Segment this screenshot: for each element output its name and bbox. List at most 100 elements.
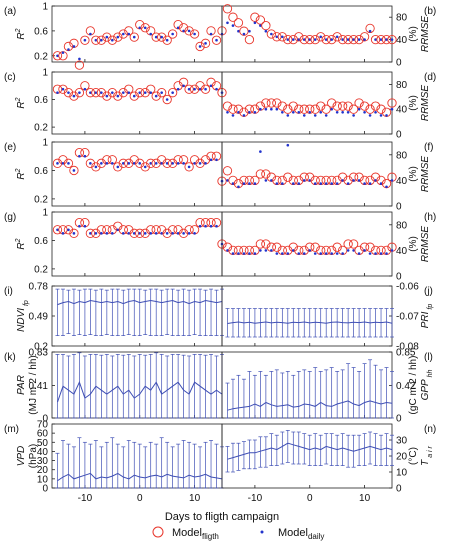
panel-1-right-flight-point-21 <box>337 101 348 111</box>
panel-label-n: (n) <box>424 424 436 435</box>
panel-1-left-flight-point-8 <box>96 88 107 98</box>
panel-0-right-daily-point-9 <box>275 35 279 39</box>
panel-0-left-daily-point-14 <box>132 35 136 39</box>
panel-6-left-ylabel: VPD <box>16 446 27 467</box>
panel-0-left-daily-point-27 <box>204 42 207 45</box>
panel-2-left-daily-point-27 <box>204 162 207 165</box>
panel-2-left-daily-point-0 <box>56 162 59 165</box>
panel-2-left-daily-point-26 <box>198 162 202 165</box>
panel-2-right-daily-point-14 <box>302 179 306 182</box>
panel-3-left-daily-point-4 <box>78 224 81 228</box>
left-xtick-label-1: 0 <box>137 493 143 504</box>
panel-1-left-daily-point-9 <box>105 94 109 98</box>
panel-1-left-flight-point-9 <box>102 91 112 101</box>
panel-6-left-ytick-label-4: 40 <box>37 447 49 458</box>
panel-2-right-ytick-label-1: 40 <box>396 176 408 187</box>
panel-1-right-flight-point-16 <box>310 104 320 114</box>
panel-1-right-daily-point-27 <box>374 111 377 114</box>
panel-3-left-daily-point-12 <box>121 232 125 235</box>
panel-3-right-daily-point-19 <box>330 252 333 255</box>
panel-3-right-ytick-label-1: 40 <box>396 246 408 257</box>
panel-3-left-daily-point-0 <box>56 228 59 232</box>
panel-3-left-ytick-label-2: 1 <box>42 208 48 219</box>
panel-1-left-daily-point-14 <box>132 94 136 98</box>
panel-0-left-flight-point-14 <box>129 32 139 42</box>
panel-6-left-ytick-label-3: 30 <box>37 456 49 467</box>
panel-2-left-daily-point-5 <box>83 154 87 158</box>
panel-2-left-daily-point-23 <box>182 162 185 165</box>
panel-1-right-daily-point-20 <box>335 111 339 114</box>
panel-3-right-daily-point-10 <box>281 252 284 255</box>
panel-1-left-daily-point-20 <box>165 98 169 101</box>
panel-3-left-ylabel-group: R2 <box>15 238 27 249</box>
panel-2-right-daily-point-24 <box>357 179 361 182</box>
panel-6-right-ylabel-group: T a i r(°C) <box>408 445 434 465</box>
panel-label-e: (e) <box>4 142 16 153</box>
panel-0-right-daily-point-21 <box>341 38 344 41</box>
panel-3-right-daily-point-13 <box>297 252 301 255</box>
panel-6-right-mean-line <box>227 442 393 460</box>
panel-4-right-mean-line <box>227 321 393 324</box>
panel-4-left-ylabel-sub: fp <box>23 300 30 308</box>
panel-0-right-frame <box>221 5 393 63</box>
panel-2-right-ylabel-unit: (%) <box>408 166 419 182</box>
panel-1-right-daily-point-22 <box>346 111 350 114</box>
panel-0-right-daily-point-24 <box>357 38 361 41</box>
panel-5-right-ylabel-unit: (gC m-2 / hh) <box>408 356 419 415</box>
panel-0-left-daily-point-19 <box>160 35 163 39</box>
panel-1-right-daily-point-14 <box>302 114 306 117</box>
panel-2-right-ylabel-group: RRMSE(%) <box>408 156 431 192</box>
panel-1-right-daily-point-25 <box>363 111 366 114</box>
panel-4-right-ylabel-sub: fp <box>427 304 434 312</box>
panel-0-right-daily-point-20 <box>335 35 339 39</box>
panel-1-left-daily-point-23 <box>182 84 185 88</box>
panel-3-right-daily-point-9 <box>275 252 279 255</box>
panel-5-left-ylabel-unit: (MJ m-2 / hh) <box>28 355 39 414</box>
panel-1-left-daily-point-27 <box>204 87 207 91</box>
panel-0-right-flight-point-0 <box>222 4 233 14</box>
panel-2-left-ylabel: R2 <box>15 168 27 179</box>
panel-label-f: (f) <box>424 142 433 153</box>
panel-0-left-flight-point-25 <box>189 29 200 39</box>
panel-3-right-flight-point-22 <box>343 239 353 249</box>
panel-label-b: (b) <box>424 6 436 17</box>
panel-2-right-daily-point-17 <box>319 182 323 185</box>
panel-4-left-ylabel: NDVI fp <box>16 300 30 332</box>
panel-3-right-flight-point-26 <box>365 242 375 252</box>
panel-1-left-daily-point-0 <box>56 91 59 94</box>
panel-6-left-mean-line <box>57 472 223 482</box>
panel-0-left-daily-point-11 <box>116 35 120 39</box>
panel-3-right-daily-point-26 <box>368 252 372 255</box>
panel-0-right-daily-point-3 <box>242 32 246 36</box>
panel-2-right-daily-point-23 <box>352 179 355 182</box>
panel-0-right-daily-point-10 <box>281 35 284 39</box>
panel-label-c: (c) <box>4 72 16 83</box>
panel-1-right-daily-point-13 <box>297 111 301 114</box>
panel-1-left-ytick-label-2: 1 <box>42 68 48 79</box>
panel-1-left-frame <box>51 71 223 135</box>
panel-3-left-frame <box>51 211 223 277</box>
panel-3-right-daily-point-14 <box>302 252 306 255</box>
left-xtick-label-0: -10 <box>78 493 93 504</box>
panel-0-left-flight-point-11 <box>113 32 123 42</box>
panel-2-right-daily-point-6 <box>259 150 262 153</box>
panel-1-left-daily-point-6 <box>89 91 92 94</box>
panel-1-right-flight-point-28 <box>376 104 386 114</box>
panel-1-right-flight-point-22 <box>343 101 353 111</box>
panel-1-left-daily-point-2 <box>67 91 70 94</box>
panel-0-right-flight-point-25 <box>359 32 370 42</box>
left-xtick-label-2: 10 <box>189 493 201 504</box>
panel-label-a: (a) <box>4 6 16 17</box>
panel-1-right-flight-point-9 <box>272 98 282 108</box>
panel-1-left-flight-point-20 <box>162 94 172 105</box>
panel-5-right-ytick-label-2: 0.85 <box>396 348 416 359</box>
panel-0-right-flight-point-7 <box>261 20 271 31</box>
panel-3-left-ylabel: R2 <box>15 238 27 249</box>
panel-1-left-flight-point-27 <box>200 84 211 94</box>
panel-0-left-daily-point-4 <box>78 57 81 61</box>
panel-2-right-daily-point-5 <box>253 182 257 185</box>
panel-2-left-ylabel-group: R2 <box>15 168 27 179</box>
panel-2-right-daily-point-16 <box>313 182 317 185</box>
panel-1-right-flight-point-26 <box>365 104 375 114</box>
panel-1-left-ylabel: R2 <box>15 97 27 108</box>
